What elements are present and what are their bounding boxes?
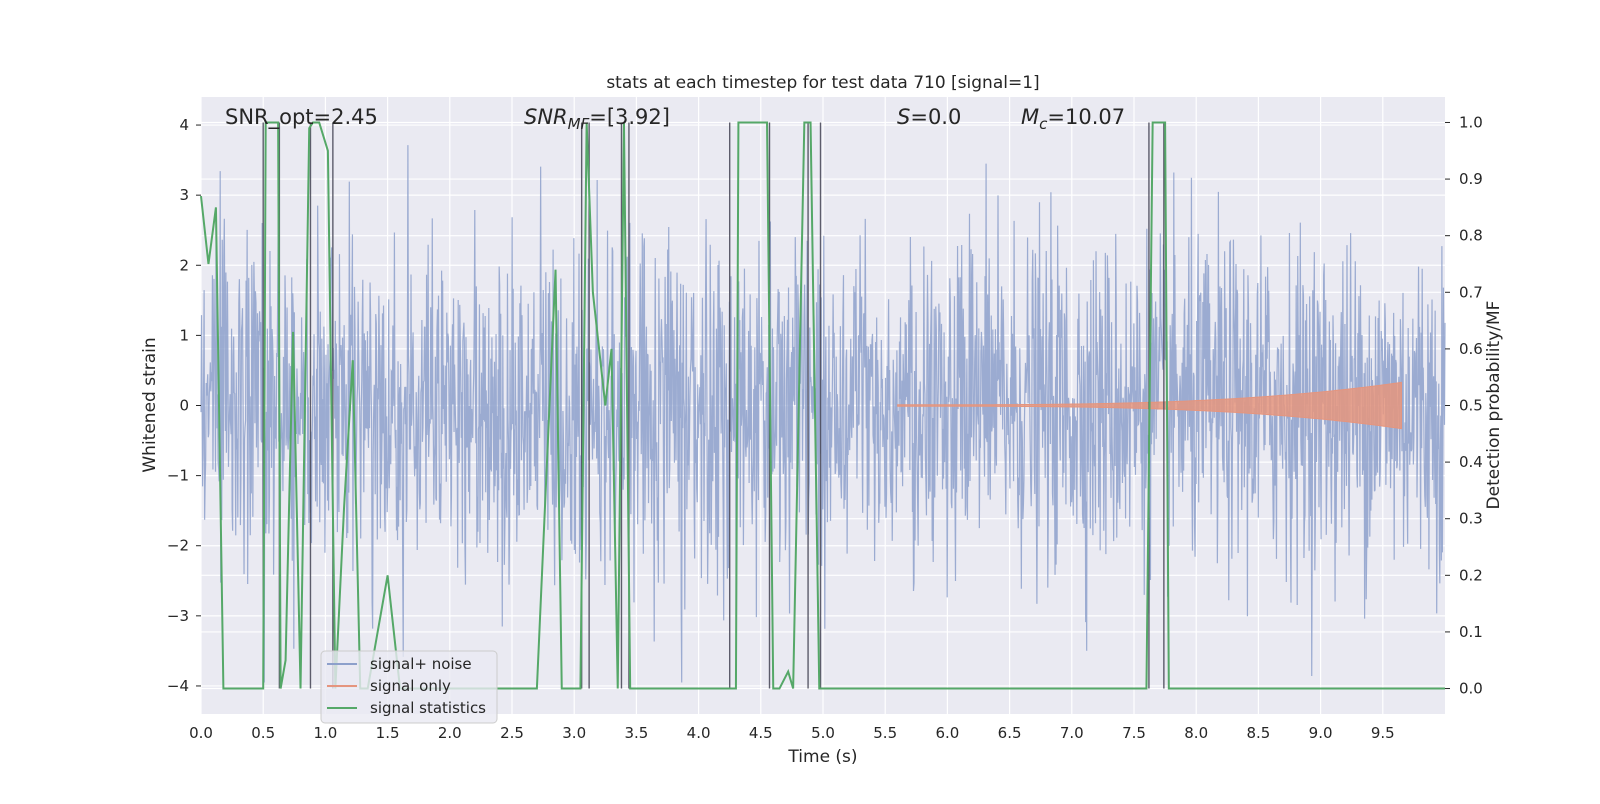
y-tick-label: −2 bbox=[167, 537, 189, 555]
annotation-mc-value: =10.07 bbox=[1047, 105, 1125, 129]
tick-layer: 0.0 0.5 1.0 1.5 2.0 2.5 3.0 3.5 4.0 4.5 5.0 5.5 6.0 6… bbox=[167, 113, 1483, 742]
x-tick-label: 8.0 bbox=[1184, 724, 1208, 742]
x-tick-label: 4.0 bbox=[687, 724, 711, 742]
y2-tick-label: 0.4 bbox=[1459, 453, 1483, 471]
x-tick-label: 4.5 bbox=[749, 724, 773, 742]
legend-box bbox=[320, 650, 498, 724]
y-tick-label: −3 bbox=[167, 607, 189, 625]
y2-tick-label: 0.5 bbox=[1459, 397, 1483, 415]
y-axis-title: Whitened strain bbox=[140, 337, 160, 472]
annotation-snr-opt: SNR_opt=2.45 bbox=[225, 105, 378, 130]
x-axis-title: Time (s) bbox=[787, 747, 857, 767]
x-tick-label: 9.0 bbox=[1309, 724, 1333, 742]
legend-label-noise: signal+ noise bbox=[370, 655, 472, 673]
annotation-mc: Mc=10.07 bbox=[1021, 105, 1125, 133]
noise-layer bbox=[200, 145, 1446, 683]
y-tick-label: 3 bbox=[179, 186, 189, 204]
x-tick-label: 5.5 bbox=[873, 724, 897, 742]
x-tick-label: 3.5 bbox=[624, 724, 648, 742]
y2-axis-title: Detection probability/MF bbox=[1484, 301, 1504, 510]
y2-tick-label: 0.0 bbox=[1459, 680, 1483, 698]
x-tick-label: 2.5 bbox=[500, 724, 524, 742]
chart-title: stats at each timestep for test data 710… bbox=[606, 73, 1039, 93]
x-tick-label: 6.5 bbox=[998, 724, 1022, 742]
legend-label-stats: signal statistics bbox=[370, 699, 486, 717]
annotation-mc-base: M bbox=[1021, 105, 1039, 129]
annotation-snr-mf-value: =[3.92] bbox=[589, 105, 670, 129]
annotation-s-value: =0.0 bbox=[910, 105, 961, 129]
y2-tick-label: 0.3 bbox=[1459, 510, 1483, 528]
stats-layer bbox=[200, 121, 1445, 690]
x-tick-label: 0.0 bbox=[189, 724, 213, 742]
y-tick-label: 0 bbox=[179, 397, 189, 415]
annotation-s: S=0.0 bbox=[897, 105, 961, 129]
annotation-s-base: S bbox=[897, 105, 910, 129]
y-tick-label: −1 bbox=[167, 467, 189, 485]
y2-tick-label: 0.6 bbox=[1459, 340, 1483, 358]
noise-series-line bbox=[200, 145, 1446, 683]
x-tick-label: 7.5 bbox=[1122, 724, 1146, 742]
annotation-snr-mf-sub: MF bbox=[568, 115, 590, 133]
annotation-snr-mf: SNRMF=[3.92] bbox=[524, 105, 670, 133]
x-tick-label: 8.5 bbox=[1246, 724, 1270, 742]
y2-tick-label: 0.2 bbox=[1459, 566, 1483, 584]
x-tick-label: 2.0 bbox=[438, 724, 462, 742]
legend-label-signal: signal only bbox=[370, 677, 451, 695]
y2-tick-label: 0.7 bbox=[1459, 283, 1483, 301]
y2-tick-label: 0.8 bbox=[1459, 227, 1483, 245]
x-tick-label: 7.0 bbox=[1060, 724, 1084, 742]
y-tick-label: 4 bbox=[179, 116, 189, 134]
y2-tick-label: 0.1 bbox=[1459, 623, 1483, 641]
y2-tick-label: 1.0 bbox=[1459, 113, 1483, 131]
x-tick-label: 0.5 bbox=[251, 724, 275, 742]
y-tick-label: 2 bbox=[179, 256, 189, 274]
y-tick-label: −4 bbox=[167, 677, 189, 695]
x-tick-label: 6.0 bbox=[935, 724, 959, 742]
x-tick-label: 1.0 bbox=[313, 724, 337, 742]
annotation-mc-sub: c bbox=[1039, 115, 1048, 133]
x-tick-label: 3.0 bbox=[562, 724, 586, 742]
x-tick-label: 9.5 bbox=[1371, 724, 1395, 742]
x-tick-label: 1.5 bbox=[376, 724, 400, 742]
annotation-snr-mf-base: SNR bbox=[524, 105, 568, 129]
signal-statistics-line bbox=[200, 121, 1445, 690]
y2-tick-label: 0.9 bbox=[1459, 170, 1483, 188]
legend: signal+ noise signal only signal statist… bbox=[320, 650, 498, 724]
x-tick-label: 5.0 bbox=[811, 724, 835, 742]
y-tick-label: 1 bbox=[179, 326, 189, 344]
